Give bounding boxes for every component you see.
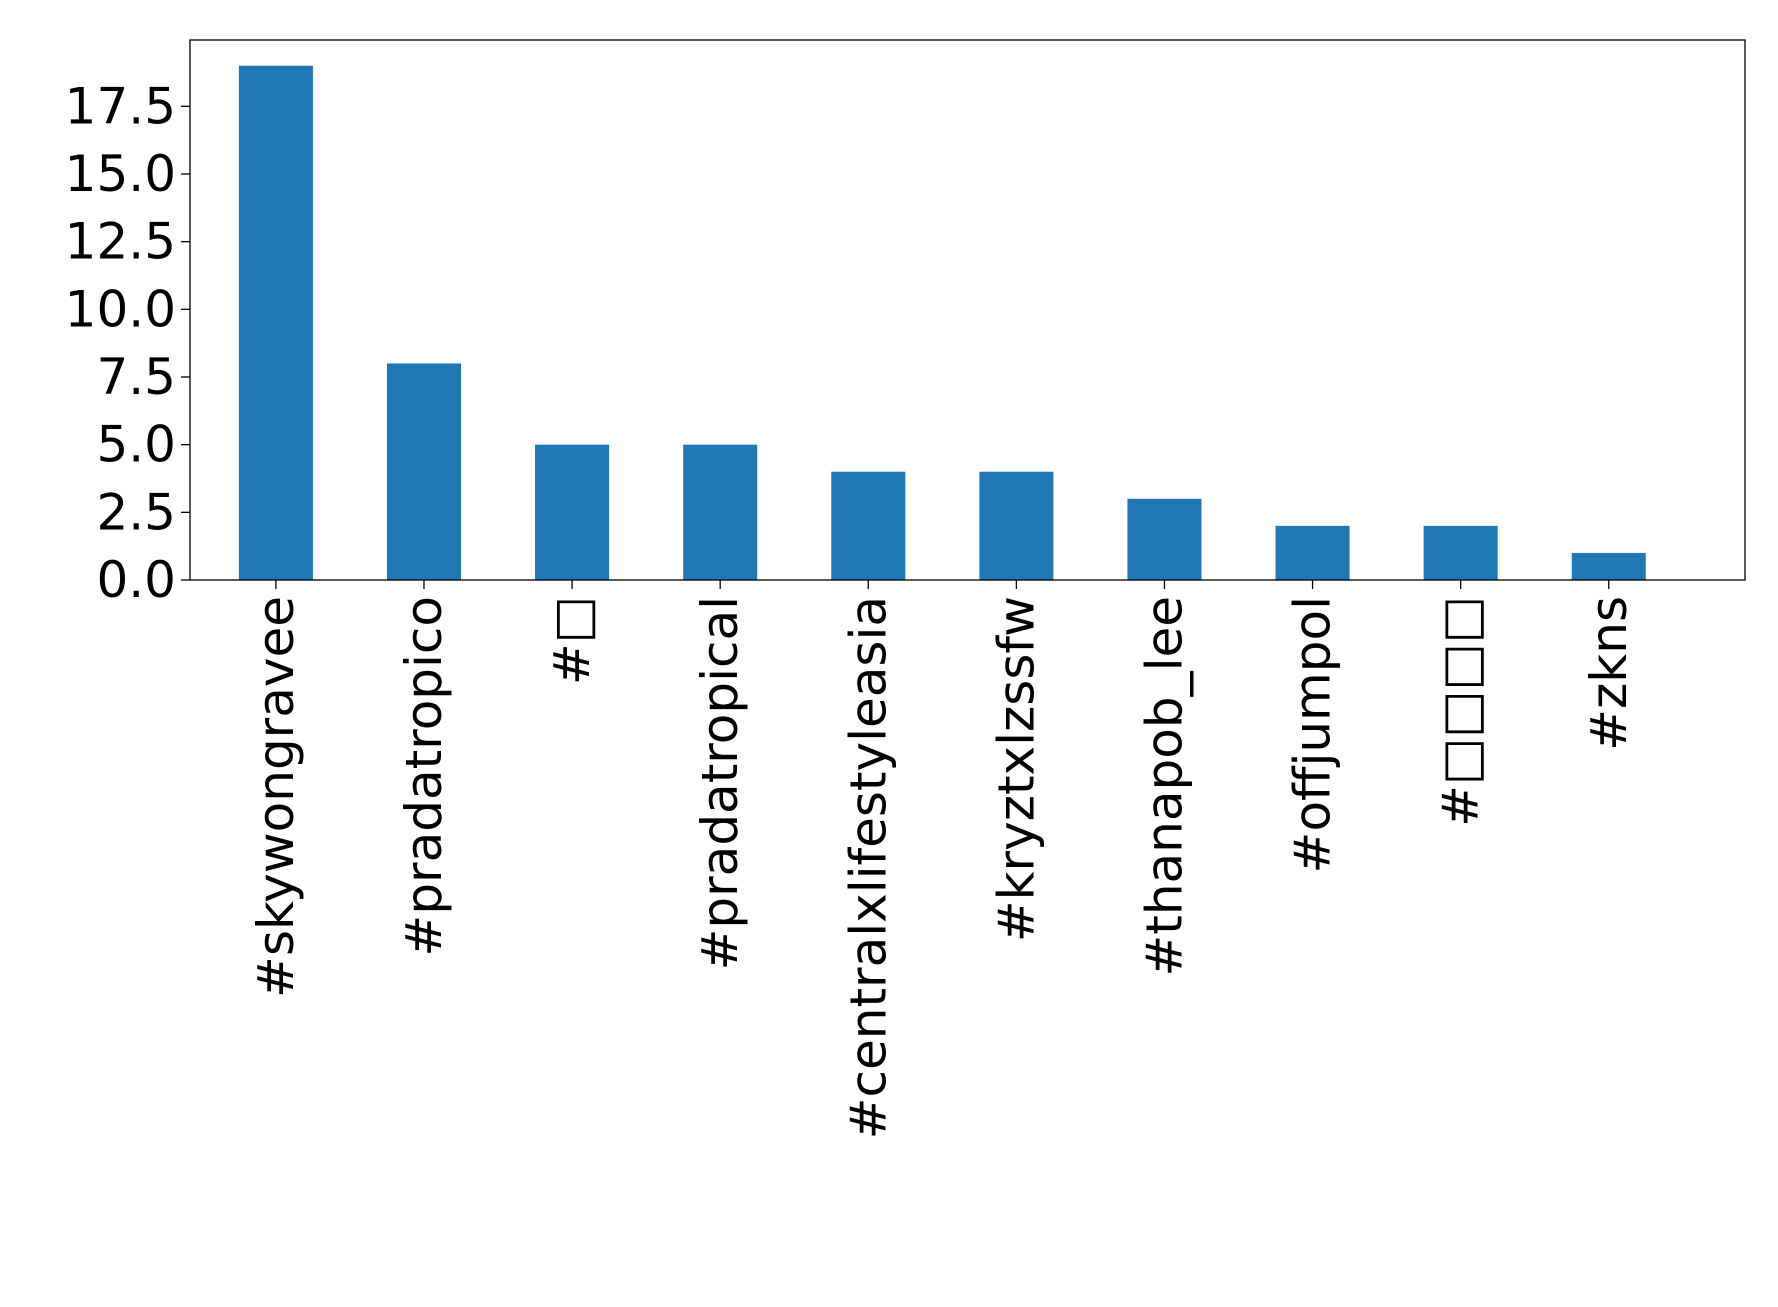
y-axis: 0.0 2.5 5.0 7.5 10.0 12.5 15.0 17.5 [65, 77, 190, 609]
y-tick-label-5: 12.5 [65, 213, 176, 271]
bars-group [238, 65, 1646, 580]
y-tick-label-3: 7.5 [96, 348, 176, 406]
bar-5 [979, 471, 1054, 580]
x-tick-label-0: #skywongravee [247, 596, 305, 998]
x-tick-label-8: #□□□□ [1432, 596, 1490, 827]
bar-8 [1423, 525, 1498, 580]
x-axis: #skywongravee #pradatropico #□ #pradatropic… [247, 580, 1638, 1139]
x-tick-label-9: #zkns [1580, 596, 1638, 751]
plot-frame [189, 39, 1746, 581]
x-tick-label-7: #offjumpol [1284, 596, 1342, 873]
x-tick-label-5: #kryztxlzssfw [987, 596, 1045, 942]
x-tick-label-4: #centralxlifestyleasia [839, 596, 897, 1139]
y-tick-label-0: 0.0 [96, 551, 176, 609]
x-tick-label-6: #thanapob_lee [1135, 596, 1193, 977]
bar-0 [238, 65, 313, 580]
bar-3 [683, 444, 758, 580]
x-tick-label-1: #pradatropico [395, 596, 453, 957]
y-tick-label-2: 5.0 [96, 416, 176, 474]
y-tick-label-4: 10.0 [65, 280, 176, 338]
x-tick-label-2: #□ [543, 596, 601, 685]
x-tick-label-3: #pradatropical [691, 596, 749, 971]
y-tick-label-7: 17.5 [65, 77, 176, 135]
bar-4 [831, 471, 906, 580]
bar-6 [1127, 498, 1202, 580]
bar-9 [1571, 552, 1646, 580]
y-tick-label-1: 2.5 [96, 483, 176, 541]
y-tick-label-6: 15.0 [65, 145, 176, 203]
bar-1 [386, 363, 462, 580]
bar-7 [1275, 525, 1350, 580]
bar-2 [535, 444, 610, 580]
